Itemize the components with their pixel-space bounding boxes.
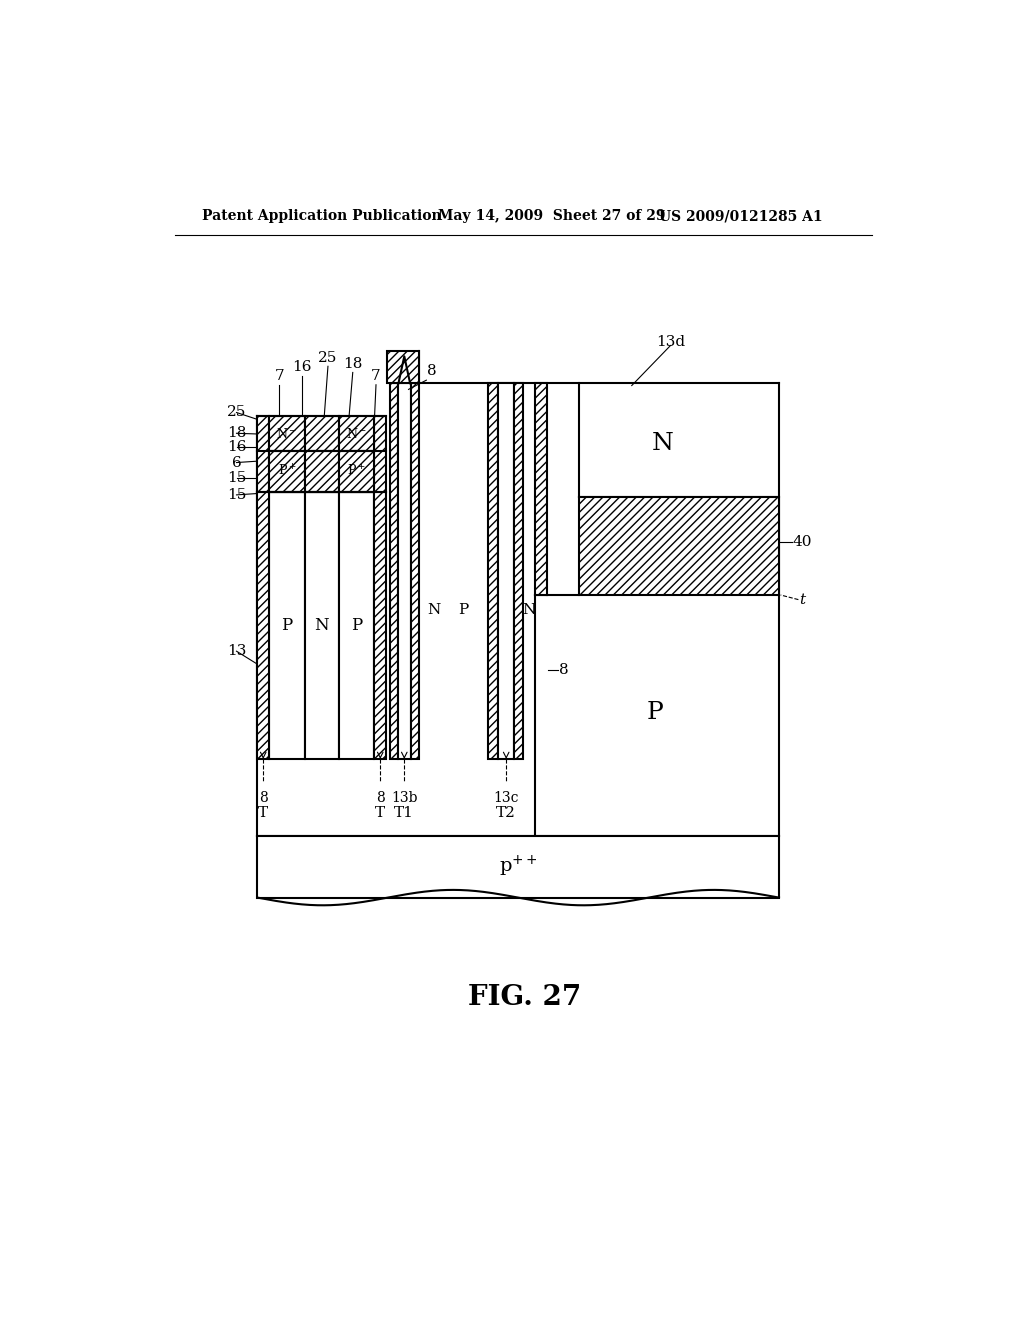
Text: N: N bbox=[522, 603, 536, 616]
Text: T: T bbox=[258, 807, 268, 820]
Bar bbox=[499, 383, 514, 759]
Bar bbox=[514, 383, 523, 759]
Text: 16: 16 bbox=[226, 440, 246, 454]
Text: 13d: 13d bbox=[656, 335, 685, 348]
Text: 25: 25 bbox=[226, 405, 246, 420]
Text: P: P bbox=[282, 616, 293, 634]
Bar bbox=[257, 416, 269, 759]
Text: 18: 18 bbox=[343, 356, 362, 371]
Text: P: P bbox=[351, 616, 362, 634]
Text: 13c: 13c bbox=[494, 791, 519, 804]
Bar bbox=[269, 416, 305, 451]
Text: P$^+$: P$^+$ bbox=[278, 463, 296, 479]
Bar bbox=[488, 383, 499, 759]
Text: 8: 8 bbox=[259, 791, 267, 804]
Text: Patent Application Publication: Patent Application Publication bbox=[202, 209, 441, 223]
Bar bbox=[269, 492, 305, 759]
Bar bbox=[397, 383, 411, 759]
Bar bbox=[305, 416, 339, 451]
Bar bbox=[269, 451, 305, 492]
Text: T: T bbox=[375, 807, 385, 820]
Text: 18: 18 bbox=[226, 426, 246, 441]
Text: 7: 7 bbox=[274, 370, 284, 383]
Text: May 14, 2009  Sheet 27 of 29: May 14, 2009 Sheet 27 of 29 bbox=[438, 209, 666, 223]
Text: 40: 40 bbox=[793, 535, 812, 549]
Text: FIG. 27: FIG. 27 bbox=[468, 985, 582, 1011]
Text: 13: 13 bbox=[226, 644, 246, 659]
Text: P$^+$: P$^+$ bbox=[347, 463, 366, 479]
Bar bbox=[387, 351, 420, 383]
Bar bbox=[339, 416, 375, 451]
Text: P: P bbox=[646, 701, 664, 725]
Text: 8: 8 bbox=[427, 364, 436, 378]
Text: 13b: 13b bbox=[391, 791, 418, 804]
Text: t: t bbox=[799, 593, 805, 607]
Text: 15: 15 bbox=[226, 471, 246, 484]
Bar bbox=[305, 492, 339, 759]
Bar bbox=[375, 416, 386, 759]
Bar bbox=[257, 836, 779, 898]
Text: N: N bbox=[427, 603, 440, 616]
Text: T1: T1 bbox=[394, 807, 415, 820]
Bar bbox=[339, 451, 375, 492]
Text: 16: 16 bbox=[293, 360, 312, 374]
Bar bbox=[390, 383, 397, 759]
Bar bbox=[579, 498, 779, 595]
Text: US 2009/0121285 A1: US 2009/0121285 A1 bbox=[658, 209, 822, 223]
Text: 8: 8 bbox=[376, 791, 385, 804]
Text: 6: 6 bbox=[231, 455, 242, 470]
Bar bbox=[535, 383, 547, 595]
Bar bbox=[411, 383, 419, 759]
Text: N: N bbox=[652, 432, 674, 455]
Text: 8: 8 bbox=[559, 664, 568, 677]
Text: 15: 15 bbox=[226, 488, 246, 502]
Text: N$^-$: N$^-$ bbox=[276, 426, 297, 441]
Bar bbox=[339, 492, 375, 759]
Bar bbox=[305, 451, 339, 492]
Text: N$^-$: N$^-$ bbox=[346, 426, 368, 441]
Text: N: N bbox=[314, 616, 329, 634]
Text: T2: T2 bbox=[497, 807, 516, 820]
Text: 25: 25 bbox=[318, 351, 338, 364]
Text: P: P bbox=[459, 603, 469, 616]
Text: p$^{++}$: p$^{++}$ bbox=[499, 854, 538, 879]
Text: 7: 7 bbox=[371, 370, 381, 383]
